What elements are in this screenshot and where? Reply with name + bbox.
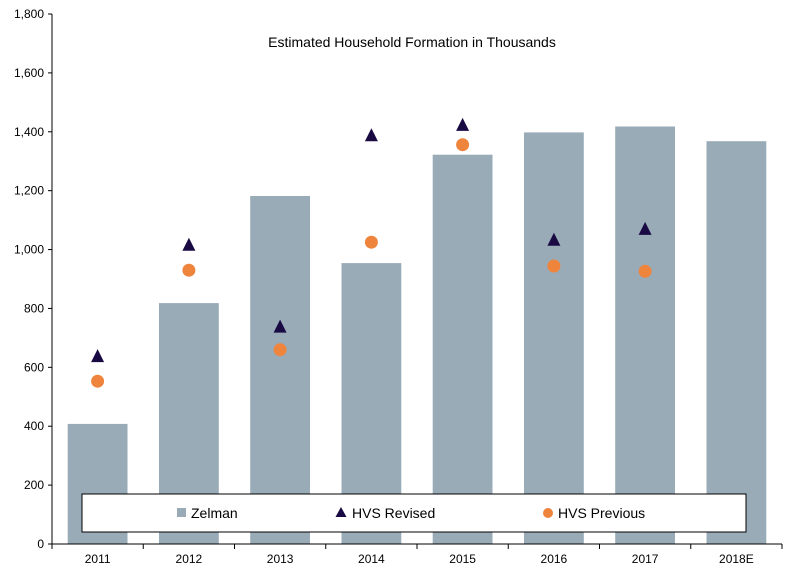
legend: Zelman HVS Revised HVS Previous [81,493,747,533]
hvs-previous-point-2016 [547,259,561,273]
legend-zelman-label: Zelman [191,505,238,521]
y-tick-label: 1,000 [14,243,44,257]
hvs-revised-point-2011 [91,349,105,363]
hvs-previous-point-2015 [456,138,470,152]
markers-layer [91,117,652,388]
x-tick-label: 2015 [449,552,476,566]
hvs-revised-point-2016 [547,232,561,246]
legend-hvs-revised-swatch [335,507,347,517]
hvs-revised-point-2014 [364,128,378,142]
hvs-previous-point-2013 [273,343,287,357]
x-tick-label: 2013 [267,552,294,566]
zelman-bar-2015 [432,154,493,544]
y-tick-label: 400 [24,419,44,433]
y-tick-label: 1,400 [14,125,44,139]
y-tick-label: 600 [24,360,44,374]
legend-hvs-previous-label: HVS Previous [558,505,645,521]
hvs-previous-point-2012 [182,263,196,277]
zelman-bar-2018E [706,141,767,544]
zelman-bar-2017 [615,126,675,544]
chart-title: Estimated Household Formation in Thousan… [268,34,556,50]
x-tick-label: 2017 [632,552,659,566]
x-tick-label: 2012 [176,552,203,566]
y-tick-label: 1,800 [14,7,44,21]
zelman-bar-2013 [250,196,310,544]
y-tick-label: 800 [24,301,44,315]
legend-box [81,493,747,533]
y-tick-label: 1,200 [14,184,44,198]
y-tick-label: 1,600 [14,66,44,80]
hvs-previous-point-2014 [364,235,378,249]
y-tick-label: 0 [37,537,44,551]
x-tick-label: 2018E [719,552,754,566]
legend-hvs-previous-swatch [543,508,553,518]
hvs-previous-point-2017 [638,264,652,278]
x-tick-label: 2016 [541,552,568,566]
axes-layer: 0 200 400 600 800 1,000 1,200 1,400 1,600 1,800 20… [14,7,783,566]
hvs-revised-point-2012 [182,237,196,251]
legend-zelman-swatch [177,508,186,517]
y-tick-label: 200 [24,478,44,492]
hvs-previous-point-2011 [91,374,105,388]
x-tick-label: 2011 [85,552,111,566]
x-tick-label: 2014 [358,552,385,566]
hvs-revised-point-2013 [273,319,287,333]
hvs-revised-point-2015 [456,117,470,131]
legend-hvs-revised-label: HVS Revised [352,505,435,521]
hvs-revised-point-2017 [638,221,652,235]
zelman-bar-2016 [524,132,584,544]
